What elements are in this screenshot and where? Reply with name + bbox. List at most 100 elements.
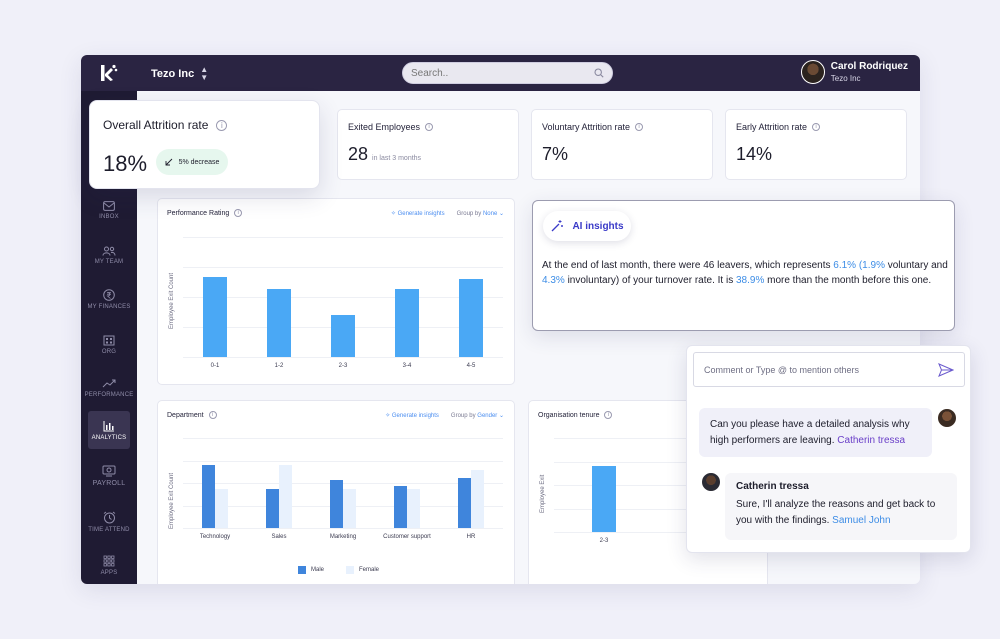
- user-name: Carol Rodriquez: [830, 61, 908, 72]
- ai-insights-button[interactable]: AI insights: [543, 211, 631, 241]
- ai-insight-text: At the end of last month, there were 46 …: [542, 260, 948, 286]
- status-badge: 5% decrease: [156, 149, 228, 175]
- bar-4-5[interactable]: [459, 279, 483, 357]
- sidebar-item-label: ORG: [101, 348, 117, 355]
- sidebar-item-my-finances[interactable]: MY FINANCES: [87, 280, 131, 318]
- avatar[interactable]: [701, 472, 721, 492]
- chart-title: Department: [167, 411, 204, 419]
- mention-link[interactable]: Catherin tressa: [837, 435, 906, 446]
- bar-female-technology[interactable]: [215, 489, 228, 528]
- sidebar-item-my-team[interactable]: MY TEAM: [88, 236, 130, 274]
- info-icon[interactable]: i: [812, 123, 821, 131]
- generate-insights-button[interactable]: ✧ Generate insights: [385, 412, 439, 419]
- search-icon[interactable]: [594, 68, 604, 78]
- apps-grid-icon: [103, 555, 115, 566]
- org-switcher[interactable]: Tezo Inc ▲ ▼: [151, 66, 208, 82]
- grid-line: [554, 485, 754, 486]
- overall-attrition-card: Overall Attrition rate i 18% 5% decrease: [89, 100, 320, 189]
- sidebar-item-time-attend[interactable]: TIME ATTEND: [88, 503, 130, 541]
- grid-line: [183, 357, 503, 358]
- grid-line: [554, 532, 754, 533]
- bar-female-sales[interactable]: [279, 465, 292, 528]
- rupee-icon: [103, 288, 115, 301]
- bar-2-3[interactable]: [331, 315, 355, 357]
- sidebar-item-label: INBOX: [99, 213, 119, 220]
- search-input[interactable]: [411, 67, 594, 79]
- org-name: Tezo Inc: [151, 68, 195, 80]
- bar-female-hr[interactable]: [471, 469, 484, 528]
- group-by-select[interactable]: Group by None ⌄: [456, 210, 504, 217]
- comment-input[interactable]: [704, 364, 938, 375]
- sidebar-item-label: MY FINANCES: [87, 303, 131, 310]
- bar-female-marketing[interactable]: [343, 489, 356, 528]
- voluntary-attrition-card: Voluntary Attrition rate i 7%: [531, 109, 713, 180]
- x-tick-label: 1-2: [274, 363, 284, 369]
- send-icon[interactable]: [938, 362, 954, 377]
- exited-employees-card: Exited Employees i 28 in last 3 months: [337, 109, 519, 180]
- grid-line: [183, 297, 503, 298]
- info-icon[interactable]: i: [604, 411, 613, 419]
- sidebar-item-apps[interactable]: APPS: [88, 546, 130, 584]
- building-icon: [103, 335, 115, 345]
- x-tick-label: Customer support: [383, 534, 431, 540]
- grid-line: [554, 461, 754, 463]
- y-axis-label: Employee Exit: [540, 474, 546, 513]
- bar-3-4[interactable]: [395, 288, 419, 357]
- sidebar-item-performance[interactable]: PERFORMANCE: [85, 369, 133, 407]
- avatar[interactable]: [937, 408, 957, 428]
- magic-wand-icon: [551, 220, 564, 232]
- bar-2-3[interactable]: [592, 466, 616, 532]
- sidebar-item-label: ANALYTICS: [91, 434, 127, 441]
- stat-title: Overall Attrition rate: [103, 118, 209, 132]
- bar-female-customer-support[interactable]: [407, 489, 420, 528]
- comment-box[interactable]: [693, 352, 965, 387]
- bar-male-hr[interactable]: [458, 477, 471, 528]
- comment-message: Can you please have a detailed analysis …: [699, 408, 932, 457]
- stat-value: 28: [348, 144, 369, 164]
- sidebar-item-inbox[interactable]: INBOX: [88, 191, 130, 229]
- sidebar-item-payroll[interactable]: PAYROLL: [88, 457, 130, 495]
- x-tick-label: Sales: [271, 534, 287, 540]
- info-icon[interactable]: i: [208, 411, 217, 419]
- stat-title: Early Attrition rate: [736, 122, 808, 132]
- sidebar-item-org[interactable]: ORG: [88, 325, 130, 363]
- x-tick-label: HR: [466, 534, 476, 540]
- x-tick-label: 4-5: [466, 363, 476, 369]
- info-icon[interactable]: i: [425, 123, 434, 131]
- stat-sub: in last 3 months: [372, 155, 422, 162]
- info-icon[interactable]: i: [216, 119, 228, 131]
- bar-male-marketing[interactable]: [330, 480, 343, 528]
- chart-title: Organisation tenure: [538, 411, 600, 419]
- logo[interactable]: [81, 55, 137, 91]
- clock-icon: [103, 511, 115, 524]
- mention-link[interactable]: Samuel John: [832, 515, 891, 526]
- top-bar: Tezo Inc ▲▼ Carol Rodriquez Tezo Inc: [81, 55, 920, 91]
- generate-insights-button[interactable]: ✧ Generate insights: [390, 210, 445, 217]
- chart-title: Performance Rating: [167, 209, 230, 217]
- stat-value: 18%: [103, 151, 148, 176]
- search-bar[interactable]: [402, 62, 613, 84]
- grid-line: [183, 460, 503, 462]
- y-axis-label: Employee Exit Count: [169, 472, 175, 529]
- info-icon[interactable]: i: [635, 123, 644, 131]
- bar-male-sales[interactable]: [266, 489, 279, 528]
- stat-value: 14%: [736, 144, 773, 164]
- inbox-icon: [103, 200, 115, 211]
- avatar[interactable]: [800, 60, 825, 84]
- bar-male-technology[interactable]: [202, 465, 215, 528]
- grid-line: [554, 438, 754, 439]
- comments-panel: Can you please have a detailed analysis …: [686, 345, 971, 553]
- sidebar-item-analytics[interactable]: ANALYTICS: [88, 411, 130, 449]
- bar-male-customer-support[interactable]: [394, 485, 407, 528]
- x-tick-label: 2-3: [599, 538, 609, 544]
- user-org: Tezo Inc: [830, 74, 861, 83]
- x-tick-label: 0-1: [210, 363, 220, 369]
- bar-1-2[interactable]: [267, 288, 291, 357]
- grid-line: [554, 508, 754, 510]
- bar-0-1[interactable]: [203, 276, 227, 357]
- sidebar-item-label: APPS: [100, 569, 118, 576]
- user-profile[interactable]: Carol Rodriquez Tezo Inc: [800, 60, 908, 84]
- info-icon[interactable]: i: [234, 209, 243, 217]
- group-by-select[interactable]: Group by Gender ⌄: [450, 412, 504, 419]
- legend-item-male: Male: [298, 566, 324, 574]
